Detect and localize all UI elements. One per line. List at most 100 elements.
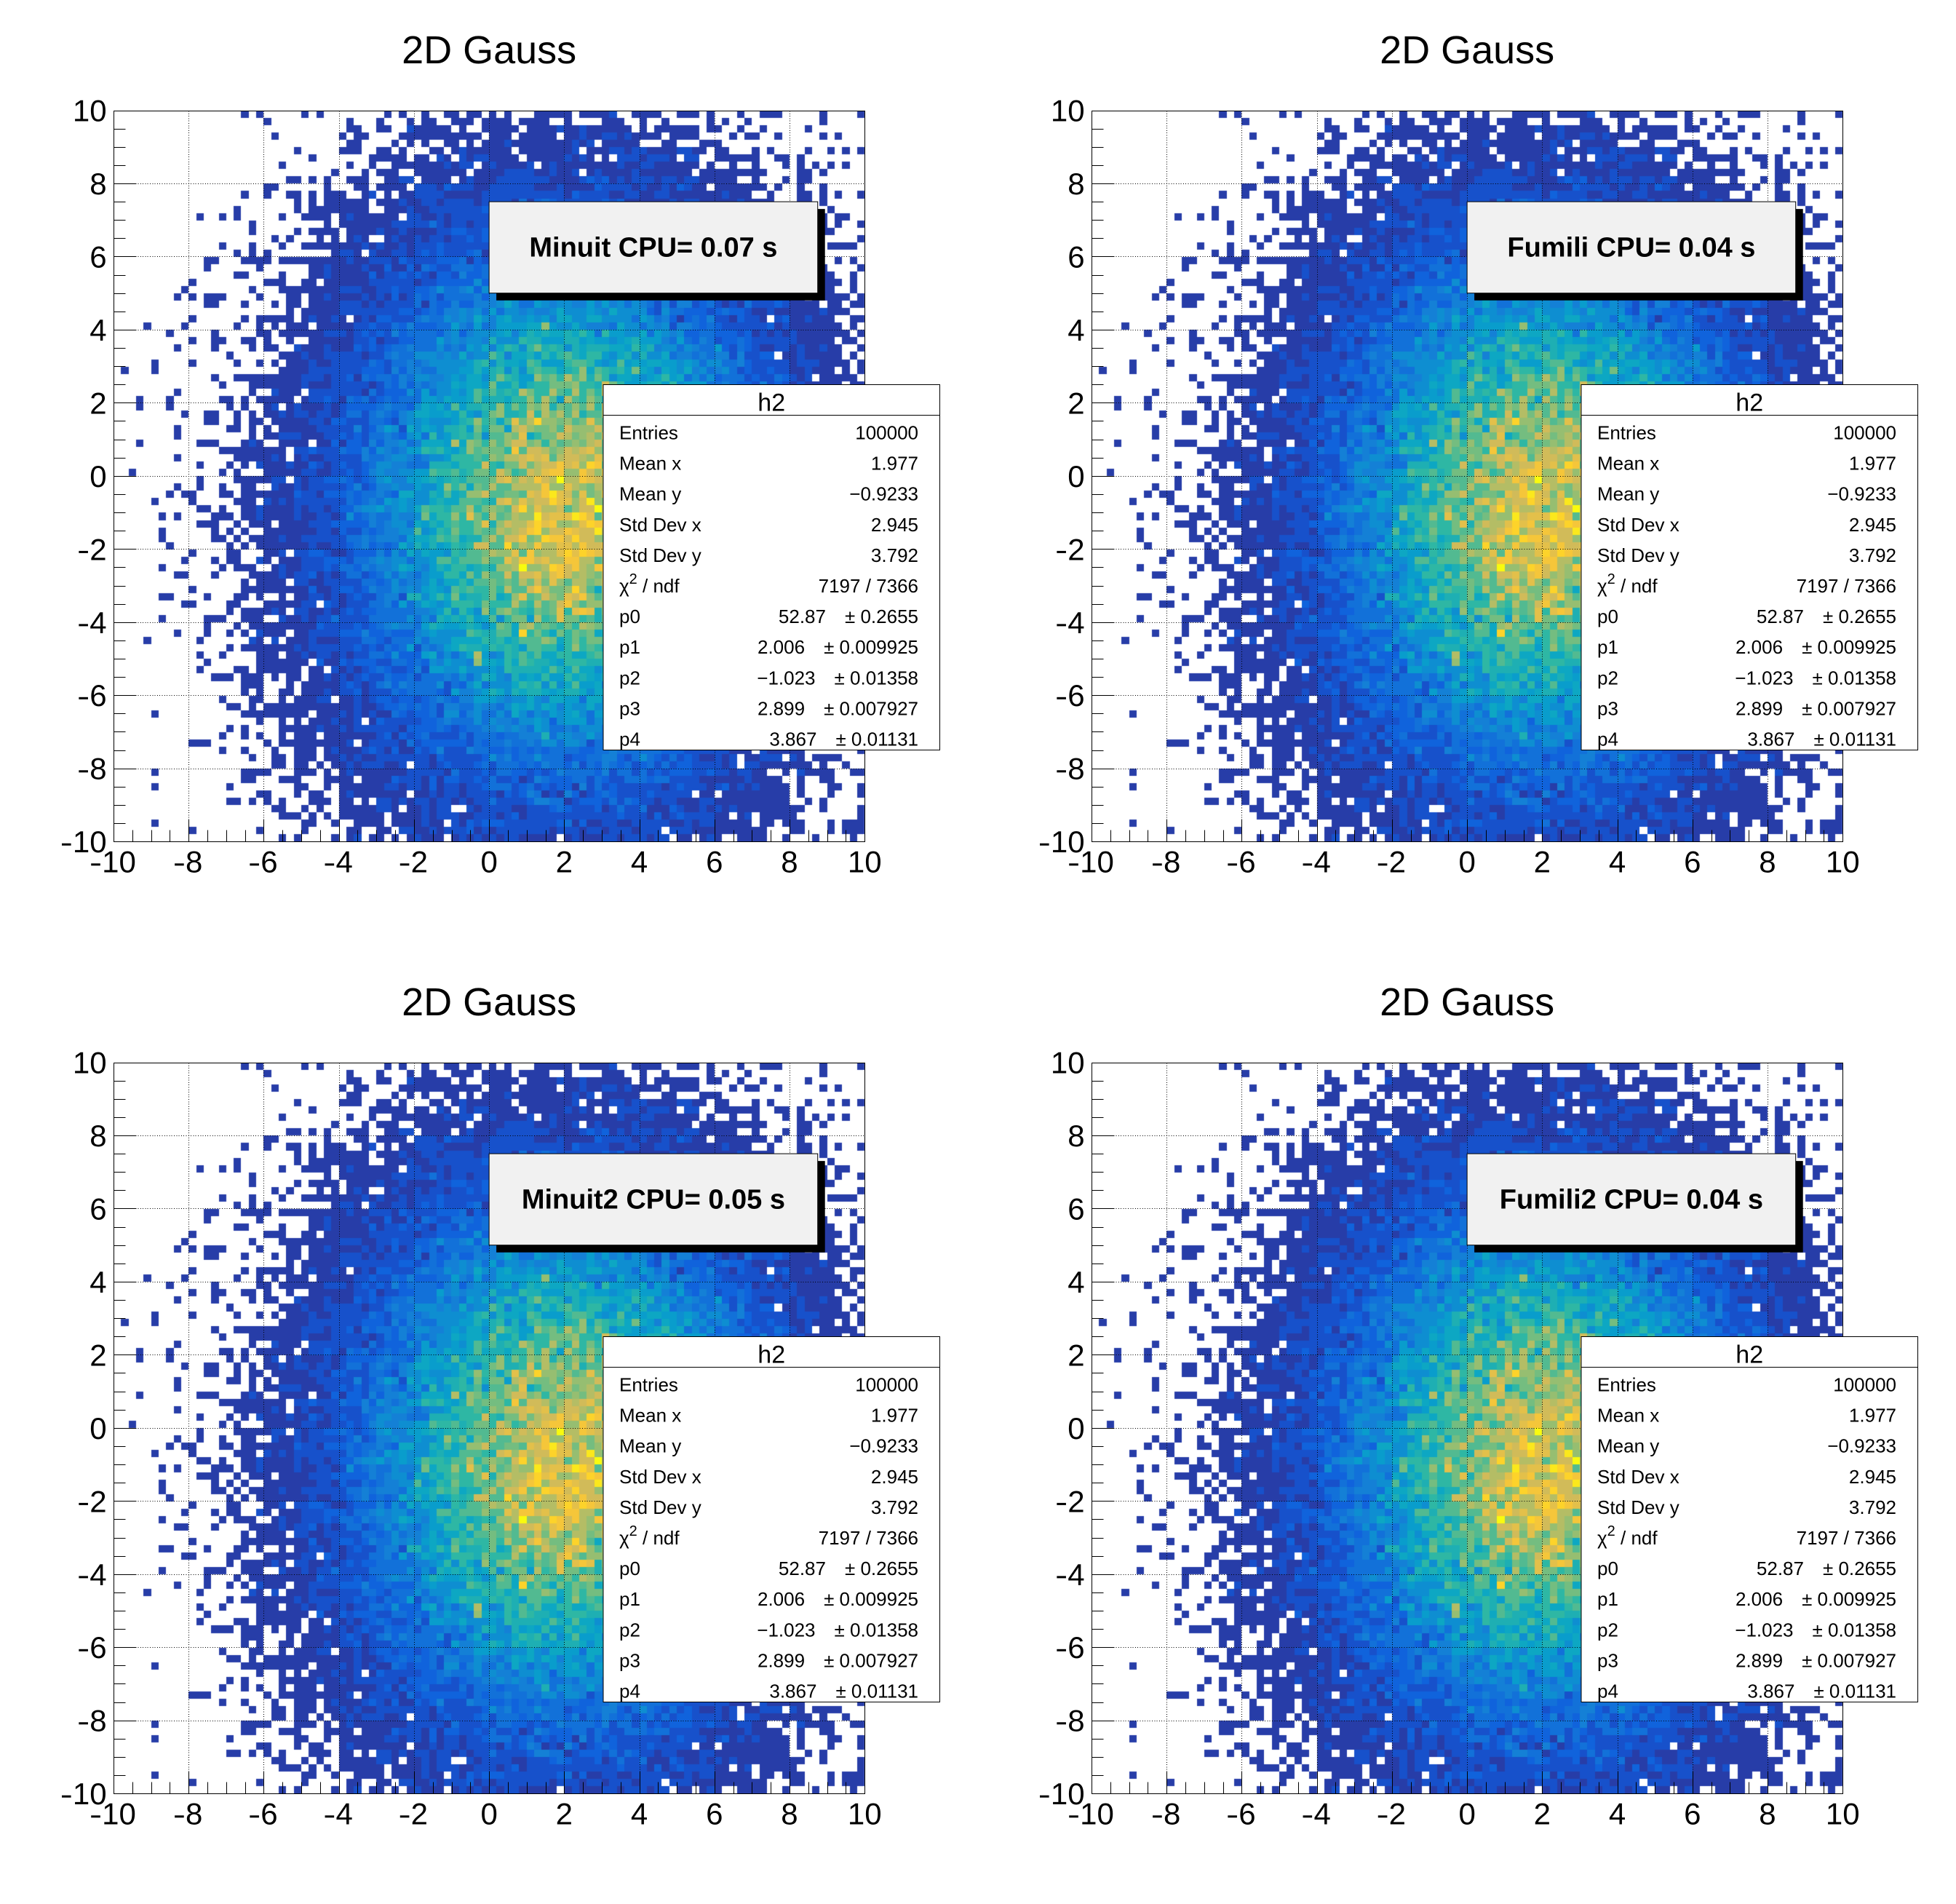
svg-text:10: 10	[1826, 845, 1860, 879]
svg-text:2.006 ± 0.009925: 2.006 ± 0.009925	[1736, 636, 1896, 658]
svg-text:8: 8	[1759, 1797, 1776, 1831]
svg-text:2.899 ± 0.007927: 2.899 ± 0.007927	[758, 698, 918, 720]
svg-text:2D Gauss: 2D Gauss	[402, 980, 576, 1024]
svg-text:100000: 100000	[1833, 422, 1896, 444]
svg-text:8: 8	[1068, 1704, 1084, 1738]
svg-text:8: 8	[1068, 1119, 1084, 1153]
svg-text:2: 2	[90, 386, 106, 421]
svg-text:2: 2	[556, 1797, 573, 1831]
svg-text:4: 4	[1609, 845, 1626, 879]
svg-text:7197 / 7366: 7197 / 7366	[1797, 575, 1896, 597]
svg-text:10: 10	[102, 845, 136, 879]
svg-text:Mean x: Mean x	[619, 1405, 681, 1427]
svg-text:10: 10	[1051, 825, 1085, 859]
svg-text:3.792: 3.792	[1849, 544, 1896, 566]
svg-text:100000: 100000	[1833, 1374, 1896, 1396]
svg-text:10: 10	[73, 825, 107, 859]
svg-text:2: 2	[90, 1484, 106, 1518]
svg-text:7197 / 7366: 7197 / 7366	[819, 1527, 918, 1549]
svg-text:4: 4	[335, 845, 352, 879]
svg-text:Entries: Entries	[1597, 422, 1656, 444]
svg-text:10: 10	[848, 1797, 882, 1831]
svg-text:−0.9233: −0.9233	[849, 483, 918, 505]
svg-text:100000: 100000	[855, 1374, 918, 1396]
svg-text:Std Dev y: Std Dev y	[1597, 1496, 1679, 1518]
svg-text:−0.9233: −0.9233	[1827, 483, 1896, 505]
svg-text:8: 8	[1759, 845, 1776, 879]
svg-text:p0: p0	[619, 1558, 640, 1579]
svg-text:6: 6	[1068, 678, 1084, 713]
svg-text:p2: p2	[619, 667, 640, 689]
svg-text:2: 2	[1068, 386, 1084, 421]
svg-text:4: 4	[631, 1797, 648, 1831]
svg-text:2.006 ± 0.009925: 2.006 ± 0.009925	[758, 636, 918, 658]
svg-text:Std Dev x: Std Dev x	[1597, 514, 1679, 536]
svg-text:χ2 / ndf: χ2 / ndf	[619, 571, 680, 597]
svg-text:Mean x: Mean x	[1597, 1405, 1659, 1427]
svg-text:4: 4	[1313, 1797, 1330, 1831]
svg-text:Fumili2 CPU= 0.04 s: Fumili2 CPU= 0.04 s	[1500, 1185, 1763, 1215]
svg-text:7197 / 7366: 7197 / 7366	[1797, 1527, 1896, 1549]
svg-text:10: 10	[1080, 845, 1114, 879]
svg-text:2: 2	[1534, 1797, 1551, 1831]
svg-text:3.867 ± 0.01131: 3.867 ± 0.01131	[769, 729, 918, 750]
svg-text:−1.023 ± 0.01358: −1.023 ± 0.01358	[1735, 667, 1896, 689]
svg-text:Std Dev y: Std Dev y	[1597, 544, 1679, 566]
svg-text:0: 0	[480, 1797, 497, 1831]
svg-text:2.945: 2.945	[1849, 1466, 1896, 1488]
svg-text:Minuit2 CPU= 0.05 s: Minuit2 CPU= 0.05 s	[522, 1185, 785, 1215]
svg-text:0: 0	[90, 459, 106, 493]
svg-text:3.867 ± 0.01131: 3.867 ± 0.01131	[1747, 729, 1896, 750]
svg-text:2.006 ± 0.009925: 2.006 ± 0.009925	[1736, 1588, 1896, 1610]
svg-text:10: 10	[73, 94, 107, 128]
svg-text:8: 8	[90, 1704, 106, 1738]
svg-text:0: 0	[90, 1411, 106, 1445]
svg-text:p3: p3	[1597, 698, 1618, 720]
svg-text:Mean x: Mean x	[619, 453, 681, 475]
svg-text:p4: p4	[619, 1681, 640, 1702]
svg-text:4: 4	[1068, 606, 1084, 640]
svg-text:2: 2	[411, 1797, 428, 1831]
svg-text:10: 10	[1051, 1046, 1085, 1080]
svg-text:4: 4	[1313, 845, 1330, 879]
svg-text:4: 4	[90, 313, 106, 347]
svg-text:2.945: 2.945	[871, 514, 918, 536]
svg-text:0: 0	[1458, 845, 1475, 879]
svg-text:Std Dev y: Std Dev y	[619, 1496, 701, 1518]
svg-text:−0.9233: −0.9233	[849, 1435, 918, 1457]
svg-text:p1: p1	[1597, 636, 1618, 658]
svg-text:6: 6	[1684, 1797, 1701, 1831]
svg-text:Std Dev y: Std Dev y	[619, 544, 701, 566]
svg-text:p0: p0	[1597, 1558, 1618, 1579]
svg-text:p1: p1	[1597, 1588, 1618, 1610]
svg-text:p3: p3	[619, 698, 640, 720]
svg-text:2.945: 2.945	[1849, 514, 1896, 536]
svg-text:52.87 ± 0.2655: 52.87 ± 0.2655	[779, 1558, 918, 1579]
svg-text:Entries: Entries	[619, 1374, 678, 1396]
svg-text:10: 10	[1051, 94, 1085, 128]
svg-text:8: 8	[186, 845, 202, 879]
svg-text:−1.023 ± 0.01358: −1.023 ± 0.01358	[757, 1619, 918, 1641]
svg-text:6: 6	[1239, 1797, 1255, 1831]
svg-text:Mean y: Mean y	[1597, 1435, 1659, 1457]
svg-text:0: 0	[1458, 1797, 1475, 1831]
svg-text:52.87 ± 0.2655: 52.87 ± 0.2655	[1757, 606, 1896, 627]
svg-text:χ2 / ndf: χ2 / ndf	[619, 1523, 680, 1549]
svg-text:p1: p1	[619, 1588, 640, 1610]
svg-text:p3: p3	[1597, 1650, 1618, 1672]
svg-text:10: 10	[1080, 1797, 1114, 1831]
svg-text:6: 6	[90, 1630, 106, 1665]
svg-text:6: 6	[1684, 845, 1701, 879]
svg-text:10: 10	[102, 1797, 136, 1831]
svg-text:Std Dev x: Std Dev x	[619, 1466, 701, 1488]
svg-text:8: 8	[186, 1797, 202, 1831]
svg-text:8: 8	[90, 752, 106, 786]
svg-text:p4: p4	[619, 729, 640, 750]
svg-text:8: 8	[781, 1797, 798, 1831]
svg-text:6: 6	[706, 1797, 723, 1831]
svg-text:2D Gauss: 2D Gauss	[402, 28, 576, 72]
svg-text:10: 10	[1826, 1797, 1860, 1831]
svg-text:1.977: 1.977	[1849, 1405, 1896, 1427]
svg-text:8: 8	[1164, 845, 1180, 879]
svg-text:3.867 ± 0.01131: 3.867 ± 0.01131	[769, 1681, 918, 1702]
